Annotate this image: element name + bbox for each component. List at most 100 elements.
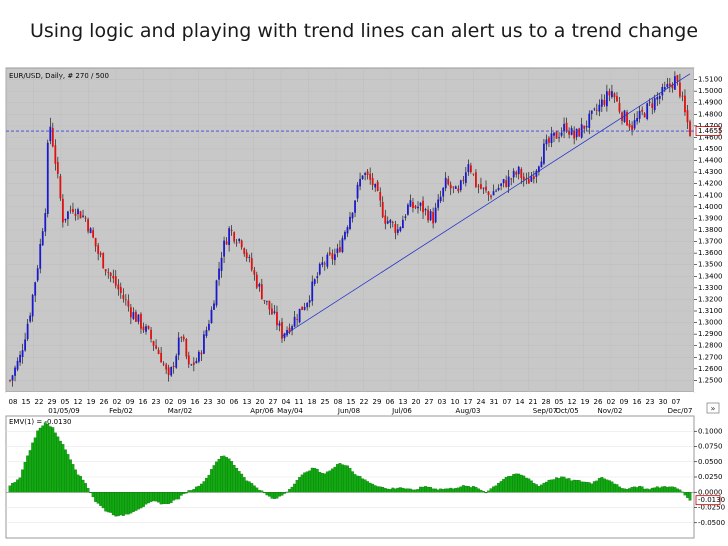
candle-body: [82, 215, 84, 217]
candle-body: [676, 75, 679, 82]
candle-body: [24, 339, 27, 351]
indicator-bar: [487, 490, 490, 493]
price-tick-label: 1.2700: [698, 353, 723, 361]
candle-body: [646, 103, 649, 119]
candle-body: [197, 351, 200, 362]
candle-body: [97, 245, 100, 254]
candle-body: [588, 113, 591, 128]
candle-body: [318, 263, 321, 275]
indicator-tick-label: 0.0500: [698, 458, 723, 466]
candle-body: [46, 142, 49, 214]
candle-body: [195, 360, 198, 364]
indicator-bar: [497, 483, 500, 493]
indicator-bar: [426, 486, 430, 493]
candle-body: [291, 326, 293, 331]
indicator-bar: [512, 474, 516, 493]
x-month-tick: Jun/08: [337, 407, 360, 415]
candle-body: [409, 200, 412, 207]
x-day-tick: 02: [607, 398, 616, 406]
candle-body: [616, 96, 618, 102]
indicator-bar: [84, 483, 87, 493]
indicator-bar: [285, 491, 289, 493]
x-month-tick: May/04: [277, 407, 303, 415]
candle-body: [109, 272, 112, 276]
zoom-control[interactable]: »: [706, 402, 720, 414]
forex-chart: EUR/USD, Daily, # 270 / 500 1.5100 1.5000…: [5, 67, 725, 539]
candle-body: [263, 300, 266, 301]
candle-body: [250, 258, 253, 270]
candle-body: [550, 133, 553, 144]
x-month-tick: Mar/02: [168, 407, 192, 415]
indicator-bar: [91, 492, 95, 498]
indicator-bar: [451, 488, 455, 493]
indicator-tick-label: 0.0000: [698, 488, 723, 496]
x-day-tick: 17: [464, 398, 473, 406]
indicator-bar: [396, 487, 400, 493]
price-axis-area: [694, 68, 720, 392]
candle-body: [394, 223, 397, 233]
candle-body: [220, 257, 223, 271]
indicator-bar: [676, 488, 679, 493]
indicator-bar: [79, 475, 82, 493]
candle-body: [102, 252, 105, 269]
candle-body: [69, 209, 72, 211]
candle-body: [107, 271, 110, 273]
indicator-bar: [507, 476, 511, 493]
candle-body: [600, 99, 603, 107]
indicator-bar: [94, 492, 98, 502]
indicator-bar: [250, 483, 254, 493]
indicator-bar: [449, 487, 453, 493]
indicator-bar: [386, 488, 390, 493]
x-day-tick: 22: [360, 398, 369, 406]
indicator-bar: [517, 473, 521, 493]
indicator-bar: [268, 492, 271, 497]
candle-body: [590, 110, 593, 114]
indicator-bar: [371, 483, 375, 493]
candle-body: [245, 252, 248, 259]
candle-body: [371, 178, 374, 186]
candle-body: [419, 202, 422, 206]
indicator-bar: [436, 489, 440, 493]
indicator-bar: [323, 473, 327, 493]
indicator-bar: [262, 492, 266, 494]
x-month-tick: Dec/07: [668, 407, 693, 415]
x-day-tick: 30: [659, 398, 668, 406]
x-day-tick: 30: [217, 398, 226, 406]
candle-body: [412, 202, 414, 208]
candle-body: [464, 172, 467, 183]
indicator-bar: [212, 465, 216, 493]
indicator-bar: [18, 477, 22, 493]
indicator-bar: [482, 491, 485, 493]
x-day-tick: 06: [386, 398, 395, 406]
indicator-bar: [665, 486, 669, 493]
indicator-bar: [424, 486, 427, 493]
candle-body: [29, 315, 32, 322]
candle-body: [565, 122, 568, 132]
candle-body: [94, 237, 97, 247]
candle-body: [293, 316, 296, 327]
indicator-bar: [461, 485, 465, 493]
candle-body: [265, 300, 268, 302]
candle-body: [457, 188, 460, 192]
indicator-bar: [174, 492, 178, 500]
candle-body: [54, 145, 57, 164]
candle-body: [301, 306, 304, 310]
indicator-bar: [164, 492, 168, 505]
candle-body: [386, 221, 389, 224]
candle-body: [429, 211, 432, 221]
indicator-bar: [257, 490, 261, 493]
indicator-bar: [21, 469, 24, 493]
indicator-bar: [537, 485, 541, 493]
indicator-bar: [600, 477, 604, 493]
x-axis: 08 15 22 29 05 12 19 26 02 09 16 23 02 09 16 23 30 06 13 20…: [6, 392, 720, 416]
candle-body: [192, 362, 195, 365]
indicator-bar: [270, 492, 274, 499]
candle-body: [240, 240, 243, 248]
indicator-bar: [303, 472, 307, 493]
indicator-bar: [592, 481, 596, 493]
candle-body: [124, 299, 127, 301]
x-day-tick: 06: [230, 398, 239, 406]
x-day-tick: 15: [347, 398, 356, 406]
indicator-bar: [582, 481, 586, 493]
candle-body: [505, 180, 508, 187]
